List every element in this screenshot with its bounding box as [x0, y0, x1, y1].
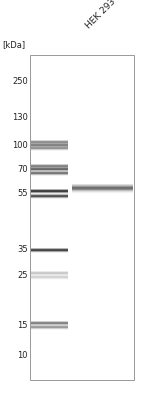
Text: 70: 70	[17, 166, 28, 174]
Text: HEK 293: HEK 293	[84, 0, 117, 30]
Bar	[30, 55, 134, 380]
Text: 25: 25	[18, 270, 28, 280]
Text: 35: 35	[17, 246, 28, 254]
Text: 10: 10	[18, 350, 28, 360]
Text: [kDa]: [kDa]	[2, 40, 25, 50]
Text: 130: 130	[12, 114, 28, 122]
Text: 15: 15	[18, 320, 28, 330]
Text: 55: 55	[18, 188, 28, 198]
Text: 100: 100	[12, 140, 28, 150]
Text: 250: 250	[12, 78, 28, 86]
